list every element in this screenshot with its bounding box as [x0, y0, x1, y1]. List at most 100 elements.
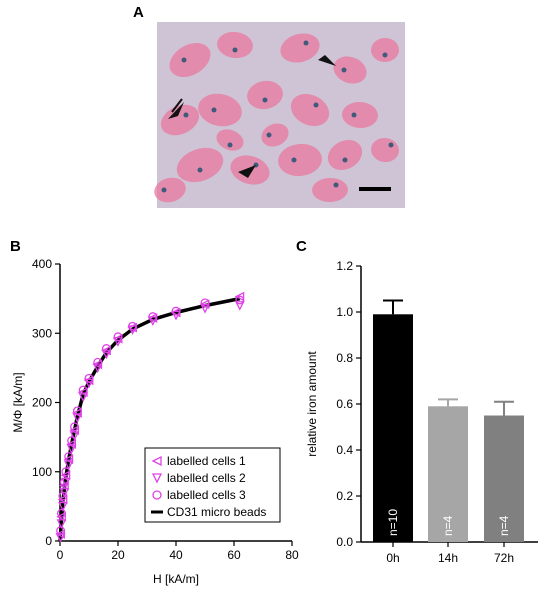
iron-deposit: [211, 107, 217, 113]
bar-0h: [373, 314, 413, 542]
data-point-series-3: [171, 306, 181, 316]
data-point-series-2: [84, 378, 94, 389]
data-point-series-3: [70, 422, 79, 432]
bar-72h: [484, 415, 524, 542]
legend-swatch: [151, 473, 163, 484]
y-tick-label: 0: [45, 534, 52, 548]
iron-deposit: [341, 67, 347, 73]
x-tick-label: 80: [285, 548, 299, 562]
data-point-series-2: [72, 413, 83, 423]
y-tick-label: 0.2: [336, 489, 353, 503]
y-tick-label: 200: [32, 396, 52, 410]
data-point-series-3: [61, 467, 71, 477]
iron-deposit: [351, 112, 357, 118]
panel-label-a: A: [133, 4, 144, 21]
y-tick-label: 0.6: [336, 397, 353, 411]
iron-deposit: [342, 157, 348, 163]
data-point-series-3: [128, 321, 137, 331]
data-point-series-3: [148, 312, 158, 322]
iron-deposit: [313, 102, 319, 108]
cell: [290, 93, 330, 127]
legend-swatch: [151, 455, 162, 467]
iron-deposit: [232, 47, 238, 53]
x-tick-label: 72h: [494, 551, 514, 565]
iron-deposit: [333, 182, 339, 188]
data-point-series-2: [200, 303, 210, 314]
panel-label-c: C: [296, 238, 307, 255]
data-point-series-2: [171, 310, 181, 321]
iron-amount-chart: 0.0 0.2 0.4 0.6 0.8 1.0 1.2 0h 14h 72h n=10 n=4 n=4…: [305, 259, 538, 565]
data-point-series-2: [56, 519, 67, 529]
data-point-series-2: [78, 392, 89, 403]
data-point-series-3: [57, 508, 66, 518]
data-point-series-1: [234, 291, 245, 302]
scale-bar: [359, 187, 391, 191]
cell: [342, 101, 378, 129]
x-tick-label: 40: [169, 548, 183, 562]
legend-label: CD31 micro beads: [167, 505, 266, 519]
data-point-series-3: [58, 491, 68, 501]
data-point-series-3: [113, 332, 123, 342]
legend-label: labelled cells 3: [167, 488, 246, 502]
micrograph-image: [154, 22, 405, 208]
data-point-series-3: [93, 357, 103, 367]
iron-deposit: [388, 142, 394, 148]
arrowhead-icon: [318, 55, 336, 66]
cell: [371, 37, 399, 63]
data-point-series-3: [200, 298, 210, 308]
cell: [154, 177, 186, 203]
y-tick-label: 0.8: [336, 351, 353, 365]
data-point-series-2: [69, 431, 80, 441]
cell: [312, 177, 348, 203]
y-axis-title: M/Φ [kA/m]: [11, 372, 25, 432]
bar-count-label: n=4: [441, 515, 455, 536]
cell: [278, 143, 322, 177]
data-point-series-2: [101, 349, 112, 360]
data-point-series-3: [101, 344, 111, 353]
data-point-series-2: [63, 460, 74, 471]
x-tick-label: 60: [227, 548, 241, 562]
cell: [327, 139, 363, 171]
iron-deposit: [262, 97, 268, 103]
data-point-series-3: [235, 295, 245, 305]
iron-deposit: [382, 52, 388, 58]
y-tick-label: 300: [32, 326, 52, 340]
data-point-series-2: [234, 301, 245, 311]
iron-deposit: [227, 142, 233, 148]
data-point-series-3: [56, 526, 66, 536]
data-point-series-3: [72, 406, 82, 416]
iron-deposit: [183, 112, 189, 118]
cell: [280, 33, 320, 63]
bar-count-label: n=4: [497, 515, 511, 536]
legend-label: labelled cells 2: [167, 471, 246, 485]
y-axis-title: relative iron amount: [305, 351, 319, 457]
cell: [169, 42, 211, 78]
bar-count-label: n=10: [386, 509, 400, 536]
cell: [216, 129, 244, 151]
iron-deposit: [181, 57, 187, 63]
legend: labelled cells 1 labelled cells 2 labelled…: [144, 447, 281, 523]
cell: [247, 80, 283, 110]
iron-deposit: [303, 40, 309, 46]
data-point-series-2: [147, 316, 158, 327]
data-point-series-2: [92, 363, 103, 374]
x-tick-label: 14h: [438, 551, 458, 565]
arrowhead-icon: [238, 165, 256, 178]
cell: [160, 104, 200, 136]
data-point-series-1: [60, 470, 71, 481]
data-point-series-3: [84, 373, 94, 383]
x-axis-title: H [kA/m]: [153, 572, 199, 586]
data-point-series-2: [58, 501, 68, 512]
y-tick-label: 0.0: [336, 535, 353, 549]
legend-swatch: [152, 490, 162, 500]
legend-label: labelled cells 1: [167, 454, 246, 468]
data-point-series-2: [113, 337, 123, 347]
bar-14h: [428, 406, 468, 542]
iron-deposit: [266, 132, 272, 138]
x-tick-label: 0h: [386, 551, 399, 565]
arrowhead-icon: [168, 98, 184, 119]
data-point-series-1: [66, 439, 77, 449]
data-point-series-3: [67, 436, 77, 446]
data-point-series-1: [57, 494, 68, 505]
